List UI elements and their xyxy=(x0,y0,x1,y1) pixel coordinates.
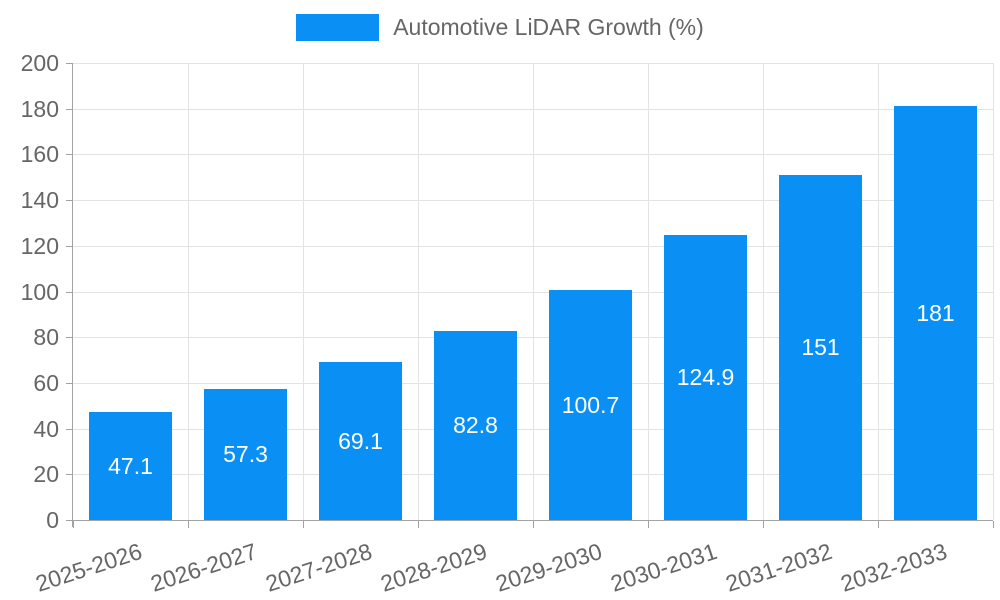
plot-area: 47.1 57.3 69.1 82.8 100.7 124.9 151 181 xyxy=(73,63,994,520)
y-tick-label: 40 xyxy=(33,415,59,442)
x-axis-tick xyxy=(993,521,994,528)
bar-value-label: 181 xyxy=(916,299,955,326)
y-tick-label: 200 xyxy=(20,50,59,76)
x-axis-tick xyxy=(303,521,304,528)
y-tick-label: 160 xyxy=(20,141,59,168)
x-gridline xyxy=(533,63,534,520)
y-tick-label: 0 xyxy=(46,507,59,533)
bar-value-label: 57.3 xyxy=(223,441,268,467)
x-gridline xyxy=(418,63,419,520)
x-tick-label: 2027-2028 xyxy=(261,538,375,597)
x-tick-label: 2031-2032 xyxy=(721,538,835,597)
x-tick-label: 2028-2029 xyxy=(376,538,490,597)
bar: 82.8 xyxy=(434,331,517,520)
y-tick-label: 60 xyxy=(33,369,59,396)
bar: 47.1 xyxy=(89,412,172,520)
bar-value-label: 47.1 xyxy=(108,452,153,479)
y-axis-tick xyxy=(66,474,73,476)
bar: 151 xyxy=(779,175,862,520)
y-tick-label: 140 xyxy=(20,187,59,214)
y-axis-tick xyxy=(66,154,73,156)
x-tick-label: 2025-2026 xyxy=(31,538,145,597)
x-tick-label: 2026-2027 xyxy=(146,538,260,597)
bar-value-label: 124.9 xyxy=(676,364,735,390)
x-axis-tick xyxy=(188,521,189,528)
y-axis-tick xyxy=(66,337,73,339)
y-axis-line xyxy=(72,63,73,527)
bar-value-label: 151 xyxy=(801,334,840,360)
x-tick-label: 2032-2033 xyxy=(836,538,950,597)
bar-value-label: 69.1 xyxy=(338,427,383,454)
x-gridline xyxy=(188,63,189,520)
x-gridline xyxy=(648,63,649,520)
bar: 181 xyxy=(894,106,977,520)
y-axis-tick xyxy=(66,63,73,64)
bar: 69.1 xyxy=(319,362,402,520)
x-axis-tick xyxy=(533,521,534,528)
x-tick-label: 2029-2030 xyxy=(491,538,605,597)
y-axis-tick xyxy=(66,245,73,247)
x-gridline xyxy=(303,63,304,520)
bar: 124.9 xyxy=(664,235,747,520)
x-axis-tick xyxy=(763,521,764,528)
bar: 100.7 xyxy=(549,290,632,520)
y-tick-label: 100 xyxy=(20,278,59,305)
x-axis-tick xyxy=(878,521,879,528)
bar-value-label: 82.8 xyxy=(453,412,498,438)
y-axis-tick xyxy=(66,291,73,293)
y-axis-tick xyxy=(66,108,73,110)
legend-swatch xyxy=(296,14,380,41)
bar-value-label: 100.7 xyxy=(561,391,620,418)
y-axis-tick xyxy=(66,428,73,430)
x-axis-line xyxy=(66,520,993,521)
y-tick-label: 180 xyxy=(20,95,59,122)
y-axis-tick xyxy=(66,520,73,521)
x-gridline xyxy=(878,63,879,520)
y-axis-tick xyxy=(66,382,73,384)
y-axis-tick xyxy=(66,200,73,202)
x-gridline xyxy=(993,63,994,520)
x-gridline xyxy=(763,63,764,520)
chart-legend: Automotive LiDAR Growth (%) xyxy=(0,14,1000,41)
legend-label: Automotive LiDAR Growth (%) xyxy=(393,14,704,40)
x-tick-label: 2030-2031 xyxy=(606,538,720,597)
x-axis-tick xyxy=(73,521,74,528)
x-axis-tick xyxy=(418,521,419,528)
y-tick-label: 120 xyxy=(20,232,59,259)
x-axis-tick xyxy=(648,521,649,528)
bar: 57.3 xyxy=(204,389,287,520)
y-tick-label: 80 xyxy=(33,324,59,351)
y-tick-label: 20 xyxy=(33,461,59,488)
